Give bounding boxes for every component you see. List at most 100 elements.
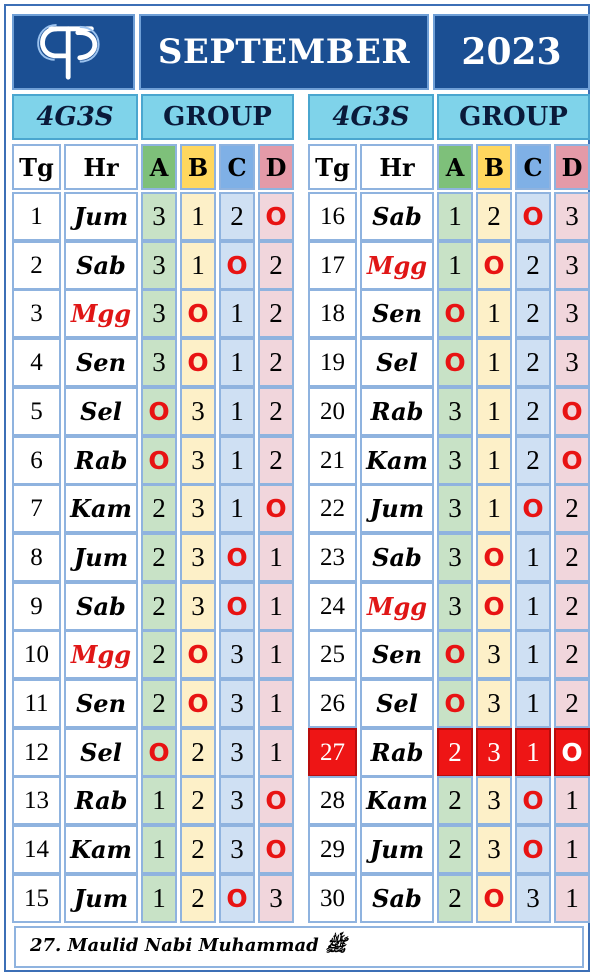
day-cell: Rab: [64, 436, 138, 485]
left-column-header-b: B: [180, 144, 216, 190]
date-cell: 19: [308, 338, 357, 387]
day-cell: Sel: [64, 728, 138, 777]
date-cell: 14: [12, 825, 61, 874]
shift-cell-a: 1: [141, 776, 177, 825]
day-cell: Sab: [64, 582, 138, 631]
right-code-label: 4G3S: [308, 94, 434, 140]
shift-cell-b: 3: [476, 825, 512, 874]
date-cell: 10: [12, 630, 61, 679]
shift-cell-b: 3: [180, 582, 216, 631]
shift-cell-c: O: [515, 776, 551, 825]
right-column-header-tg: Tg: [308, 144, 357, 190]
shift-cell-c: O: [219, 874, 255, 923]
shift-cell-a: 3: [437, 387, 473, 436]
shift-cell-a: O: [141, 728, 177, 777]
shift-cell-d: 3: [554, 289, 590, 338]
shift-cell-a: O: [141, 387, 177, 436]
date-cell: 27: [308, 728, 357, 777]
day-cell: Sab: [360, 533, 434, 582]
shift-cell-d: 3: [554, 241, 590, 290]
shift-cell-a: 1: [141, 874, 177, 923]
shift-cell-c: O: [515, 192, 551, 241]
day-cell: Kam: [360, 776, 434, 825]
right-column-header-hr: Hr: [360, 144, 434, 190]
shift-cell-a: 3: [141, 338, 177, 387]
shift-cell-d: 2: [554, 630, 590, 679]
holiday-note: 27. Maulid Nabi Muhammad ﷺ: [14, 926, 584, 968]
shift-cell-a: O: [437, 338, 473, 387]
shift-cell-d: O: [258, 776, 294, 825]
date-cell: 20: [308, 387, 357, 436]
shift-cell-c: 2: [219, 192, 255, 241]
day-cell: Sab: [360, 874, 434, 923]
shift-cell-d: 2: [258, 338, 294, 387]
shift-cell-c: O: [219, 582, 255, 631]
shift-cell-b: O: [476, 241, 512, 290]
date-cell: 2: [12, 241, 61, 290]
shift-cell-a: O: [437, 630, 473, 679]
shift-cell-d: 1: [258, 728, 294, 777]
shift-cell-d: O: [258, 484, 294, 533]
shift-cell-d: 2: [258, 436, 294, 485]
shift-cell-d: 3: [258, 874, 294, 923]
shift-cell-d: 2: [258, 289, 294, 338]
shift-cell-c: 3: [515, 874, 551, 923]
shift-cell-b: 1: [180, 192, 216, 241]
shift-cell-c: 1: [515, 679, 551, 728]
shift-cell-d: 3: [554, 338, 590, 387]
date-cell: 9: [12, 582, 61, 631]
shift-cell-c: 1: [219, 436, 255, 485]
shift-cell-a: 1: [437, 192, 473, 241]
date-cell: 30: [308, 874, 357, 923]
date-cell: 15: [12, 874, 61, 923]
date-cell: 3: [12, 289, 61, 338]
shift-cell-d: 2: [258, 387, 294, 436]
day-cell: Kam: [64, 825, 138, 874]
date-cell: 25: [308, 630, 357, 679]
date-cell: 28: [308, 776, 357, 825]
shift-cell-d: 1: [258, 679, 294, 728]
day-cell: Rab: [64, 776, 138, 825]
shift-cell-b: O: [180, 289, 216, 338]
shift-cell-c: 2: [515, 436, 551, 485]
shift-cell-d: 2: [554, 533, 590, 582]
day-cell: Kam: [360, 436, 434, 485]
shift-cell-a: 2: [437, 728, 473, 777]
date-cell: 29: [308, 825, 357, 874]
shift-cell-b: 3: [180, 436, 216, 485]
shift-cell-d: 1: [554, 776, 590, 825]
shift-cell-d: O: [258, 192, 294, 241]
right-column-header-b: B: [476, 144, 512, 190]
day-cell: Kam: [64, 484, 138, 533]
shift-cell-c: 1: [515, 533, 551, 582]
shift-cell-d: 2: [554, 484, 590, 533]
shift-cell-d: 2: [258, 241, 294, 290]
shift-cell-a: 3: [437, 484, 473, 533]
shift-cell-b: O: [180, 630, 216, 679]
day-cell: Jum: [64, 874, 138, 923]
shift-cell-a: 2: [141, 582, 177, 631]
shift-cell-b: 1: [476, 436, 512, 485]
left-code-label: 4G3S: [12, 94, 138, 140]
shift-cell-c: 1: [219, 387, 255, 436]
shift-cell-b: O: [180, 679, 216, 728]
shift-cell-c: 2: [515, 289, 551, 338]
day-cell: Sel: [64, 387, 138, 436]
shift-cell-d: O: [258, 825, 294, 874]
shift-cell-c: 3: [219, 679, 255, 728]
shift-cell-a: 1: [141, 825, 177, 874]
right-column-header-a: A: [437, 144, 473, 190]
right-column-header-d: D: [554, 144, 590, 190]
shift-cell-b: 3: [476, 630, 512, 679]
shift-cell-c: 1: [515, 630, 551, 679]
shift-cell-a: 2: [141, 533, 177, 582]
shift-cell-c: 3: [219, 630, 255, 679]
shift-cell-a: 3: [141, 241, 177, 290]
month-title: SEPTEMBER: [139, 14, 429, 90]
shift-cell-a: 3: [437, 436, 473, 485]
day-cell: Sel: [360, 338, 434, 387]
shift-cell-b: 2: [180, 776, 216, 825]
left-group-label: GROUP: [141, 94, 294, 140]
left-column-header-c: C: [219, 144, 255, 190]
day-cell: Mgg: [360, 582, 434, 631]
